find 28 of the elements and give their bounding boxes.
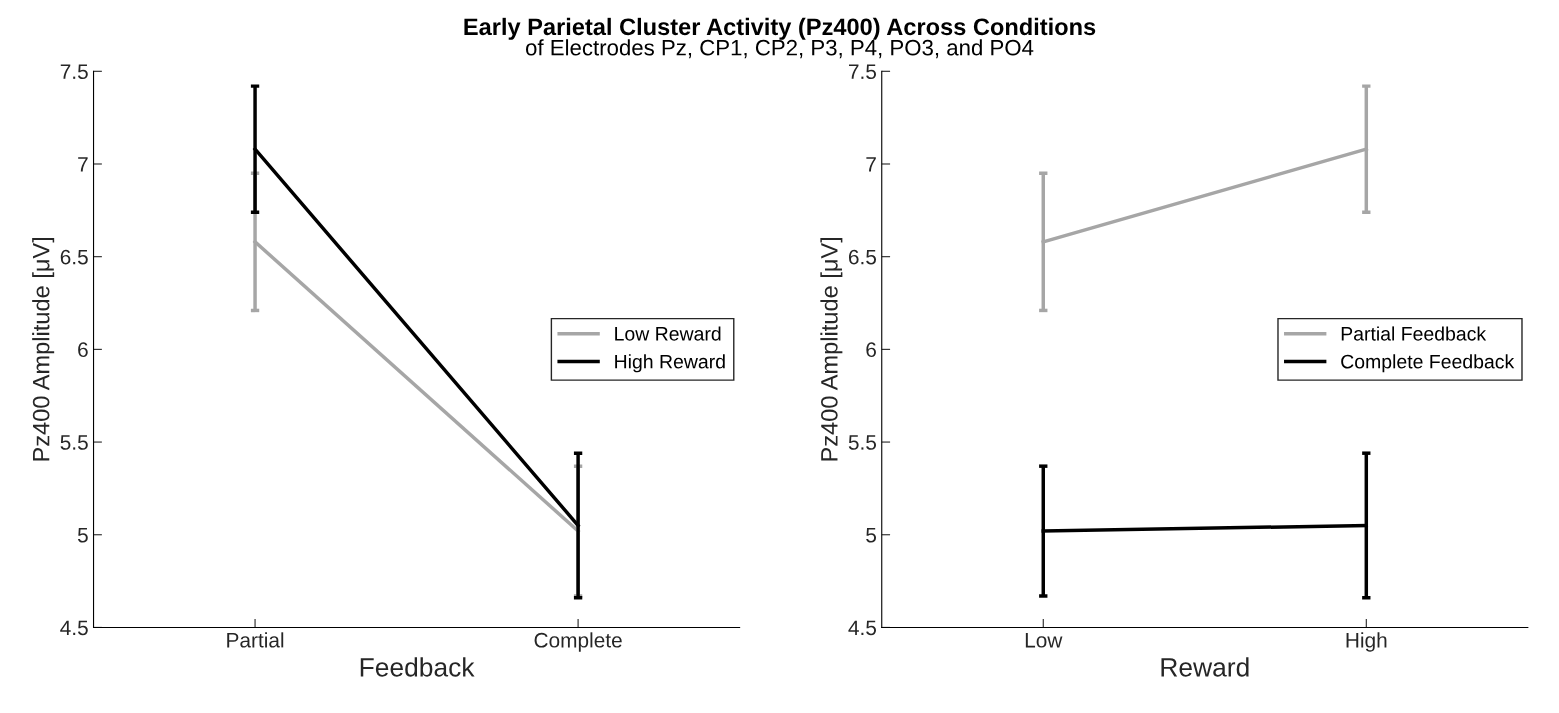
x-tick-label: Low — [1025, 633, 1063, 648]
y-tick-label: 5 — [77, 527, 88, 543]
x-axis-title: Reward — [1161, 657, 1249, 677]
y-tick-label: 7.5 — [60, 64, 88, 80]
x-tick-label: High — [1346, 632, 1387, 652]
y-tick-label: 6 — [78, 342, 88, 358]
y-tick-label: 5.5 — [60, 435, 88, 450]
y-tick-label: 5.5 — [848, 435, 877, 450]
y-tick-label: 4.5 — [60, 620, 88, 636]
x-tick-label: Partial — [227, 632, 284, 648]
y-tick-label: 7 — [78, 157, 88, 172]
y-tick-label: 6 — [866, 342, 876, 358]
x-tick-label: Complete — [534, 632, 622, 652]
y-tick-label: 6.5 — [60, 249, 88, 265]
legend-label: Partial Feedback — [1341, 326, 1487, 341]
y-axis-title: Pz400 Amplitude [μV] — [820, 237, 843, 461]
legend-label: High Reward — [615, 354, 725, 373]
y-tick-label: 4.5 — [848, 620, 877, 636]
y-axis-title: Pz400 Amplitude [μV] — [32, 237, 55, 461]
chart-title: Early Parietal Cluster Activity (Pz400) Across Conditions — [464, 17, 1096, 40]
legend-label: Complete Feedback — [1341, 354, 1515, 373]
x-axis-title: Feedback — [360, 657, 475, 677]
legend-label: Low Reward — [615, 326, 721, 341]
chart-subtitle: of Electrodes Pz, CP1, CP2, P3, P4, PO3, and PO4 — [525, 39, 1034, 59]
y-tick-label: 7.5 — [849, 64, 877, 80]
y-tick-label: 7 — [866, 157, 876, 172]
y-tick-label: 5 — [866, 527, 877, 543]
y-tick-label: 6.5 — [848, 249, 877, 265]
